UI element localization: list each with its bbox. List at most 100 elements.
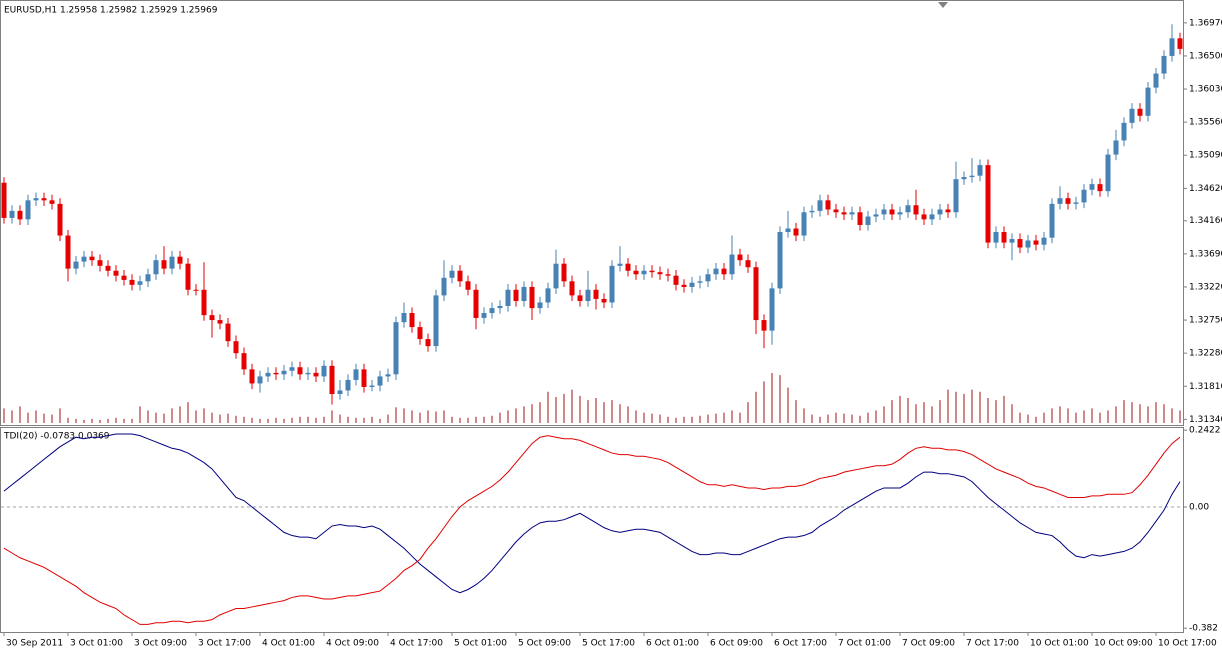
- candle-body: [753, 267, 759, 321]
- x-tick-label: 3 Oct 01:00: [70, 639, 123, 649]
- candle-body: [929, 214, 935, 220]
- candle-body: [625, 263, 631, 271]
- shift-marker: [938, 2, 948, 8]
- candle-body: [561, 263, 567, 282]
- candle-body: [697, 281, 703, 283]
- candle-body: [729, 254, 735, 275]
- candle-body: [361, 369, 367, 387]
- y-tick-label: 0.00: [1189, 502, 1209, 512]
- candle-body: [1001, 232, 1007, 243]
- candle-body: [897, 212, 903, 215]
- candle-body: [193, 289, 199, 291]
- candle-body: [401, 313, 407, 323]
- y-tick-label: 1.33690: [1189, 249, 1222, 259]
- candle-body: [1033, 240, 1039, 245]
- candle-body: [457, 270, 463, 282]
- x-tick-label: 4 Oct 09:00: [326, 639, 379, 649]
- candle-body: [345, 379, 351, 391]
- candle-body: [377, 376, 383, 386]
- candle-body: [609, 265, 615, 303]
- y-tick-label: 1.36970: [1189, 18, 1222, 28]
- candle-body: [593, 289, 599, 299]
- candle-body: [985, 165, 991, 243]
- indicator-line: [3, 433, 1181, 594]
- candle-body: [425, 339, 431, 347]
- candle-body: [705, 274, 711, 282]
- candle-body: [849, 212, 855, 215]
- x-tick-label: 30 Sep 2011: [6, 639, 63, 649]
- candle-body: [209, 315, 215, 321]
- candle-body: [1049, 203, 1055, 238]
- y-tick-label: 1.31810: [1189, 382, 1222, 392]
- candle-body: [913, 205, 919, 215]
- candle-body: [489, 308, 495, 314]
- y-tick-label: 1.36500: [1189, 51, 1222, 61]
- y-tick-label: 1.35560: [1189, 118, 1222, 128]
- candle-body: [113, 270, 119, 276]
- x-tick-label: 10 Oct 17:00: [1158, 639, 1217, 649]
- candle-body: [265, 372, 271, 377]
- candle-body: [649, 270, 655, 273]
- y-tick-label: 1.31340: [1189, 415, 1222, 425]
- y-tick-label: 1.32750: [1189, 316, 1222, 326]
- candle-body: [937, 209, 943, 215]
- candle-body: [577, 295, 583, 302]
- candle-body: [1073, 202, 1079, 204]
- candle-body: [297, 367, 303, 375]
- candle-body: [865, 216, 871, 225]
- candle-body: [185, 263, 191, 290]
- x-tick-label: 7 Oct 01:00: [838, 639, 891, 649]
- x-tick-label: 4 Oct 17:00: [390, 639, 443, 649]
- candle-body: [97, 260, 103, 266]
- candle-body: [249, 369, 255, 384]
- candle-body: [241, 353, 247, 370]
- candle-body: [201, 289, 207, 316]
- candle-body: [105, 265, 111, 271]
- x-tick-label: 7 Oct 09:00: [902, 639, 955, 649]
- price-panel-frame: [0, 0, 1184, 426]
- candle-body: [945, 209, 951, 213]
- candle-body: [369, 385, 375, 387]
- x-tick-label: 3 Oct 17:00: [198, 639, 251, 649]
- candle-body: [1081, 189, 1087, 203]
- candle-body: [313, 372, 319, 377]
- candle-body: [321, 365, 327, 377]
- candle-body: [737, 254, 743, 261]
- candle-body: [481, 313, 487, 318]
- candle-body: [833, 209, 839, 213]
- candle-body: [809, 210, 815, 213]
- candle-body: [281, 370, 287, 375]
- candle-body: [145, 274, 151, 282]
- candle-body: [225, 323, 231, 342]
- candle-body: [153, 260, 159, 275]
- candle-body: [1153, 73, 1159, 88]
- candle-body: [633, 270, 639, 275]
- candle-body: [169, 256, 175, 269]
- candle-body: [977, 165, 983, 176]
- x-tick-label: 6 Oct 17:00: [774, 639, 827, 649]
- candle-body: [121, 275, 127, 280]
- candle-body: [553, 263, 559, 289]
- candle-body: [273, 372, 279, 375]
- candle-body: [969, 175, 975, 178]
- x-tick-label: 3 Oct 09:00: [134, 639, 187, 649]
- candle-body: [1097, 184, 1103, 192]
- candle-body: [337, 390, 343, 395]
- candle-body: [665, 274, 671, 276]
- candle-body: [41, 198, 47, 201]
- candle-body: [1145, 87, 1151, 116]
- candle-body: [793, 228, 799, 236]
- candle-body: [529, 286, 535, 309]
- candle-body: [569, 281, 575, 296]
- candle-body: [785, 228, 791, 233]
- candle-body: [1009, 239, 1015, 243]
- candle-body: [177, 256, 183, 264]
- x-tick-label: 6 Oct 09:00: [710, 639, 763, 649]
- candle-body: [217, 320, 223, 324]
- chart-title: EURUSD,H1 1.25958 1.25982 1.25929 1.2596…: [4, 6, 218, 16]
- candle-body: [721, 268, 727, 275]
- candle-body: [449, 270, 455, 278]
